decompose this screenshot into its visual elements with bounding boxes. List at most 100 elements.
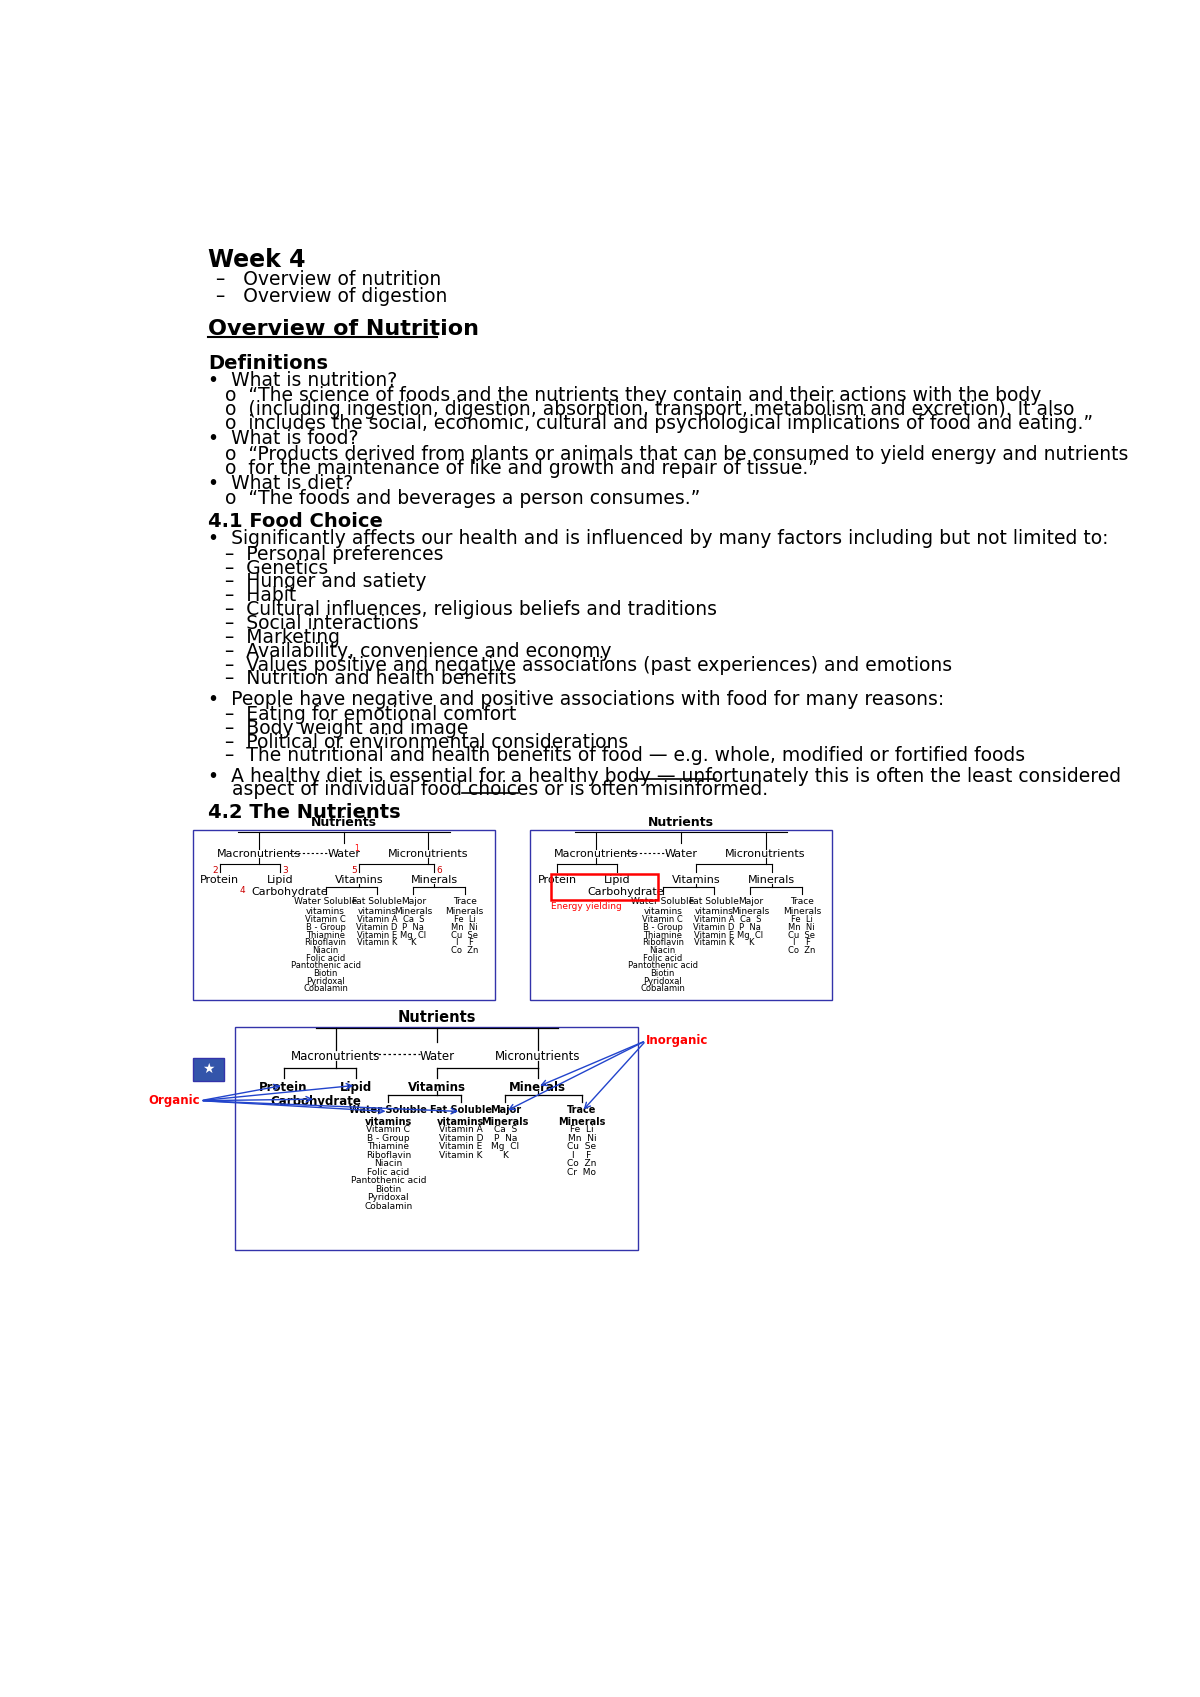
Text: Mn  Ni: Mn Ni: [451, 923, 478, 932]
Text: K: K: [410, 938, 416, 947]
Text: Lipid: Lipid: [266, 876, 294, 886]
Text: Vitamin A: Vitamin A: [694, 915, 734, 925]
Text: Riboflavin: Riboflavin: [305, 938, 347, 947]
Text: –  Body weight and image: – Body weight and image: [226, 720, 468, 738]
Text: •  Significantly affects our health and is influenced by many factors including : • Significantly affects our health and i…: [208, 529, 1109, 548]
Text: Macronutrients: Macronutrients: [554, 848, 638, 859]
Text: 4: 4: [240, 886, 246, 894]
Text: Co  Zn: Co Zn: [568, 1159, 596, 1168]
Text: Minerals: Minerals: [509, 1081, 566, 1093]
Text: –  Marketing: – Marketing: [226, 628, 340, 647]
Text: –   Overview of nutrition: – Overview of nutrition: [216, 270, 442, 288]
Text: Vitamin D: Vitamin D: [694, 923, 734, 932]
Text: K: K: [503, 1151, 508, 1159]
Text: Carbohydrate: Carbohydrate: [252, 888, 329, 898]
Text: •  What is nutrition?: • What is nutrition?: [208, 370, 397, 390]
Text: Cobalamin: Cobalamin: [365, 1201, 413, 1210]
Text: –  Hunger and satiety: – Hunger and satiety: [226, 572, 427, 592]
Text: Pyridoxal: Pyridoxal: [306, 977, 344, 986]
Text: –  Political or environmental considerations: – Political or environmental considerati…: [226, 733, 629, 752]
Text: B - Group: B - Group: [367, 1134, 409, 1142]
Text: Macronutrients: Macronutrients: [217, 848, 301, 859]
Text: Ca  S: Ca S: [493, 1125, 517, 1134]
Text: Fat Soluble
vitamins: Fat Soluble vitamins: [352, 896, 402, 916]
Text: Vitamin A: Vitamin A: [356, 915, 397, 925]
Text: Thiamine: Thiamine: [367, 1142, 409, 1151]
Text: Macronutrients: Macronutrients: [292, 1050, 380, 1062]
Bar: [235, 1027, 638, 1251]
Text: Ca  S: Ca S: [739, 915, 761, 925]
Text: Vitamin E: Vitamin E: [356, 930, 397, 940]
Text: –  Social interactions: – Social interactions: [226, 614, 419, 633]
Text: Major
Minerals: Major Minerals: [481, 1105, 529, 1127]
Text: Riboflavin: Riboflavin: [642, 938, 684, 947]
Text: Water: Water: [328, 848, 360, 859]
Text: aspect of individual food choices or is often misinformed.: aspect of individual food choices or is …: [208, 781, 768, 799]
Bar: [193, 1057, 223, 1081]
Bar: [551, 874, 658, 899]
Text: 1: 1: [355, 845, 359, 854]
Text: o  for the maintenance of like and growth and repair of tissue.”: o for the maintenance of like and growth…: [226, 458, 818, 477]
Text: –  Habit: – Habit: [226, 587, 296, 606]
Text: Cu  Se: Cu Se: [788, 930, 815, 940]
Text: Biotin: Biotin: [376, 1185, 402, 1193]
Bar: [529, 830, 832, 1000]
Text: Ca  S: Ca S: [402, 915, 424, 925]
Text: Water: Water: [665, 848, 697, 859]
Text: P  Na: P Na: [739, 923, 761, 932]
Text: Fat Soluble
vitamins: Fat Soluble vitamins: [689, 896, 739, 916]
Text: P  Na: P Na: [402, 923, 425, 932]
Text: ★: ★: [202, 1062, 215, 1076]
Text: P  Na: P Na: [493, 1134, 517, 1142]
Text: Cobalamin: Cobalamin: [641, 984, 685, 993]
Text: Folic acid: Folic acid: [643, 954, 683, 962]
Text: Inorganic: Inorganic: [646, 1035, 708, 1047]
Text: Trace
Minerals: Trace Minerals: [445, 896, 484, 916]
Text: Micronutrients: Micronutrients: [388, 848, 469, 859]
Text: –  Nutrition and health benefits: – Nutrition and health benefits: [226, 670, 517, 689]
Text: Niacin: Niacin: [374, 1159, 402, 1168]
Text: Major
Minerals: Major Minerals: [731, 896, 769, 916]
Text: Pantothenic acid: Pantothenic acid: [350, 1176, 426, 1185]
Text: –  Values positive and negative associations (past experiences) and emotions: – Values positive and negative associati…: [226, 655, 953, 675]
Text: Fe  Li: Fe Li: [791, 915, 812, 925]
Text: Energy yielding: Energy yielding: [551, 903, 622, 911]
Text: Vitamin K: Vitamin K: [694, 938, 734, 947]
Text: Nutrients: Nutrients: [648, 816, 714, 828]
Text: •  What is diet?: • What is diet?: [208, 473, 353, 492]
Text: 4.2 The Nutrients: 4.2 The Nutrients: [208, 803, 401, 823]
Text: o  includes the social, economic, cultural and psychological implications of foo: o includes the social, economic, cultura…: [226, 414, 1093, 433]
Text: Folic acid: Folic acid: [306, 954, 346, 962]
Text: Mn  Ni: Mn Ni: [788, 923, 815, 932]
Text: Carbohydrate: Carbohydrate: [587, 888, 664, 898]
Text: Pantothenic acid: Pantothenic acid: [628, 961, 697, 971]
Text: –  Cultural influences, religious beliefs and traditions: – Cultural influences, religious beliefs…: [226, 601, 718, 619]
Text: Water Soluble
vitamins: Water Soluble vitamins: [631, 896, 695, 916]
Text: Vitamin A: Vitamin A: [439, 1125, 482, 1134]
Text: –  Eating for emotional comfort: – Eating for emotional comfort: [226, 704, 516, 725]
Text: Trace
Minerals: Trace Minerals: [558, 1105, 606, 1127]
Text: Vitamin C: Vitamin C: [642, 915, 683, 925]
Text: Cr  Mo: Cr Mo: [568, 1168, 596, 1176]
Text: Nutrients: Nutrients: [311, 816, 377, 828]
Text: Vitamin K: Vitamin K: [356, 938, 397, 947]
Text: Mg  Cl: Mg Cl: [401, 930, 426, 940]
Text: Thiamine: Thiamine: [306, 930, 346, 940]
Text: 2: 2: [212, 865, 218, 876]
Text: Micronutrients: Micronutrients: [725, 848, 805, 859]
Text: Protein: Protein: [200, 876, 239, 886]
Text: I    F: I F: [793, 938, 811, 947]
Text: 4.1 Food Choice: 4.1 Food Choice: [208, 512, 383, 531]
Text: o  “Products derived from plants or animals that can be consumed to yield energy: o “Products derived from plants or anima…: [226, 445, 1128, 463]
Text: Vitamin K: Vitamin K: [439, 1151, 482, 1159]
Text: Major
Minerals: Major Minerals: [394, 896, 432, 916]
Text: Lipid: Lipid: [340, 1081, 372, 1093]
Text: Nutrients: Nutrients: [397, 1010, 476, 1025]
Text: Mn  Ni: Mn Ni: [568, 1134, 596, 1142]
Text: I    F: I F: [572, 1151, 592, 1159]
Text: Biotin: Biotin: [650, 969, 674, 977]
Text: •  A healthy diet is essential for a healthy body — unfortunately this is often : • A healthy diet is essential for a heal…: [208, 767, 1121, 786]
Text: o  (including ingestion, digestion, absorption, transport, metabolism and excret: o (including ingestion, digestion, absor…: [226, 400, 1074, 419]
Text: Pyridoxal: Pyridoxal: [643, 977, 682, 986]
Text: Cu  Se: Cu Se: [568, 1142, 596, 1151]
